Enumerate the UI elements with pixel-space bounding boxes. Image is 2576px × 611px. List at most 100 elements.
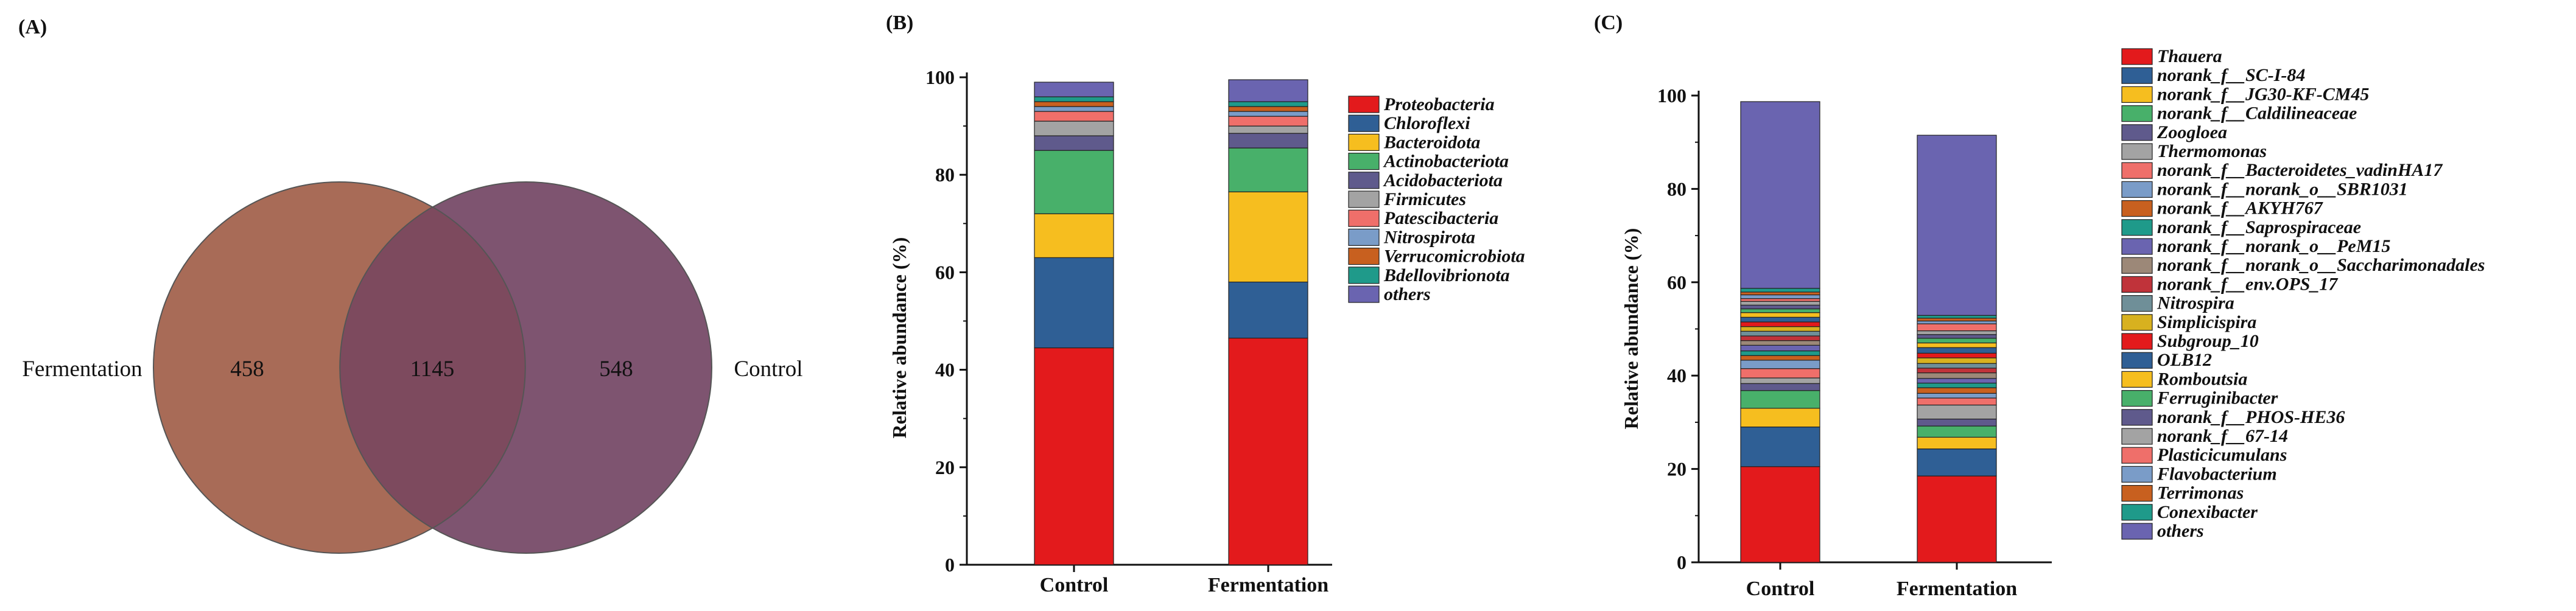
bar-segment <box>1740 368 1820 379</box>
chart-c-genus: Relative abundance (%) 0 20 40 60 80 100 Contr… <box>1620 46 2485 600</box>
legend-swatch <box>2121 124 2153 141</box>
y-tick-label: 80 <box>1667 178 1686 200</box>
legend-swatch <box>1348 172 1380 189</box>
bar-segment <box>1917 323 1997 332</box>
legend-label: norank_f__Caldilineaceae <box>2157 103 2357 124</box>
bar-segment <box>1740 294 1820 299</box>
bar-segment <box>1034 150 1114 214</box>
legend-label: Plasticicumulans <box>2157 445 2287 465</box>
bar-segment <box>1740 330 1820 337</box>
legend-label: Ferruginibacter <box>2157 388 2278 408</box>
y-tick-label: 40 <box>1667 365 1686 386</box>
legend-label: norank_f__norank_o__PeM15 <box>2157 236 2390 256</box>
bar-segment <box>1917 338 1997 344</box>
legend-label: Patescibacteria <box>1383 208 1498 228</box>
legend-label: Actinobacteriota <box>1383 152 1509 172</box>
bar-segment <box>1917 318 1997 322</box>
legend-label: Acidobacteriota <box>1383 170 1503 190</box>
legend-label: norank_f__67-14 <box>2157 426 2288 446</box>
legend-swatch <box>2121 504 2153 521</box>
legend-label: Proteobacteria <box>1383 94 1495 114</box>
legend-label: Conexibacter <box>2157 502 2258 522</box>
bar-segment <box>1228 79 1308 102</box>
chart-b-phylum: Relative abundance (%) 0 20 40 60 80 100 Contr… <box>888 66 1525 596</box>
legend-swatch <box>2121 105 2153 122</box>
bar-segment <box>1740 312 1820 318</box>
legend-swatch <box>2121 86 2153 103</box>
bar-segment <box>1740 316 1820 323</box>
venn-count-control: 548 <box>599 357 633 382</box>
bar-segment <box>1740 466 1820 563</box>
legend-swatch <box>1348 285 1380 303</box>
legend-label: norank_f__AKYH767 <box>2157 198 2323 218</box>
y-tick-label: 60 <box>1667 271 1686 293</box>
legend-label: norank_f__env.OPS_17 <box>2157 274 2338 294</box>
legend-label: Romboutsia <box>2157 369 2247 389</box>
bar-segment <box>1740 350 1820 356</box>
y-tick-label: 20 <box>935 456 955 478</box>
bar-segment <box>1228 101 1308 107</box>
legend-swatch <box>2121 276 2153 293</box>
chart-c-axes: 0 20 40 60 80 100 Control Fermentation <box>1657 85 2052 600</box>
bar-segment <box>1034 135 1114 151</box>
chart-b-ylabel: Relative abundance (%) <box>888 237 910 439</box>
bar-segment <box>1740 308 1820 313</box>
legend-swatch <box>1348 248 1380 265</box>
bar-segment <box>1917 334 1997 339</box>
legend-swatch <box>2121 389 2153 407</box>
bar-segment <box>1917 363 1997 369</box>
bar-segment <box>1228 147 1308 192</box>
bar-segment <box>1740 426 1820 467</box>
venn-overlap <box>339 206 526 529</box>
y-tick-label: 80 <box>935 164 955 186</box>
legend-swatch <box>2121 238 2153 255</box>
legend-label: Bacteroidota <box>1383 132 1480 152</box>
bar-segment <box>1740 298 1820 302</box>
bar-segment <box>1228 191 1308 283</box>
panel-a-label: (A) <box>18 16 47 38</box>
legend-swatch <box>2121 447 2153 464</box>
bar-segment <box>1740 377 1820 384</box>
legend-label: Firmicutes <box>1383 189 1466 209</box>
bar-segment <box>1228 281 1308 339</box>
legend-swatch <box>2121 484 2153 502</box>
y-tick-label: 0 <box>1677 551 1686 573</box>
legend-swatch <box>2121 67 2153 84</box>
bar-segment <box>1228 337 1308 565</box>
panel-c-label: (C) <box>1594 12 1623 34</box>
bar-segment <box>1917 397 1997 406</box>
bar-segment <box>1740 321 1820 327</box>
legend-label: others <box>1384 284 1431 304</box>
y-tick-label: 0 <box>945 554 955 576</box>
legend-swatch <box>2121 428 2153 445</box>
bar-segment <box>1917 330 1997 335</box>
legend-label: Nitrospira <box>2157 293 2234 313</box>
bar-segment <box>1740 301 1820 306</box>
legend-swatch <box>2121 200 2153 217</box>
legend-swatch <box>2121 409 2153 426</box>
bar-segment <box>1917 315 1997 319</box>
bar-segment <box>1917 357 1997 364</box>
venn-set-label-control: Control <box>734 357 802 382</box>
legend-swatch <box>2121 143 2153 160</box>
bar-segment <box>1917 475 1997 563</box>
legend-label: Thermomonas <box>2157 141 2267 161</box>
legend-label: Chloroflexi <box>1384 113 1470 133</box>
legend-label: Verrucomicrobiota <box>1384 246 1525 267</box>
legend-swatch <box>1348 228 1380 246</box>
bar-segment <box>1917 342 1997 348</box>
venn-set-label-fermentation: Fermentation <box>22 357 142 382</box>
legend-label: Terrimonas <box>2157 483 2244 503</box>
legend-swatch <box>2121 181 2153 198</box>
chart-c-bars <box>1740 101 1997 563</box>
legend-label: norank_f__norank_o__Saccharimonadales <box>2157 255 2485 275</box>
bar-segment <box>1228 106 1308 112</box>
chart-b-legend: ProteobacteriaChloroflexiBacteroidotaAct… <box>1348 94 1525 304</box>
legend-swatch <box>1348 153 1380 170</box>
bar-segment <box>1917 347 1997 354</box>
bar-segment <box>1917 320 1997 324</box>
x-tick-label: Control <box>1746 578 1815 600</box>
legend-swatch <box>2121 48 2153 65</box>
bar-segment <box>1917 378 1997 384</box>
y-tick-label: 100 <box>1657 85 1686 106</box>
